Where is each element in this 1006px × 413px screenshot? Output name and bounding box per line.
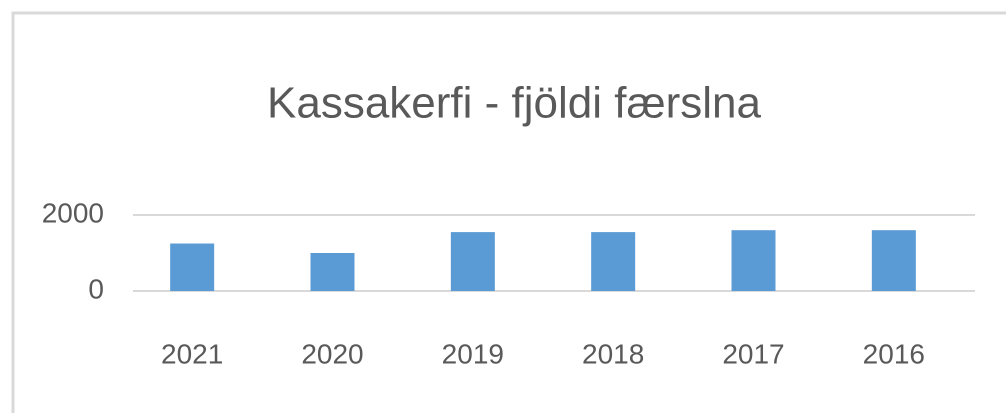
- x-tick-label: 2019: [442, 338, 504, 369]
- bar: [731, 230, 776, 291]
- x-tick-label: 2021: [161, 338, 223, 369]
- x-tick-label: 2020: [301, 338, 363, 369]
- x-tick-label: 2016: [863, 338, 925, 369]
- chart-frame: [11, 11, 1006, 413]
- bar: [591, 232, 636, 291]
- y-tick-label: 0: [88, 273, 104, 304]
- y-tick-label: 2000: [42, 197, 104, 228]
- bar: [170, 243, 215, 291]
- x-tick-label: 2017: [722, 338, 784, 369]
- bar: [310, 253, 355, 291]
- bar: [450, 232, 495, 291]
- chart-title: Kassakerfi - fjöldi færslna: [267, 79, 761, 128]
- x-tick-label: 2018: [582, 338, 644, 369]
- bar: [871, 230, 916, 291]
